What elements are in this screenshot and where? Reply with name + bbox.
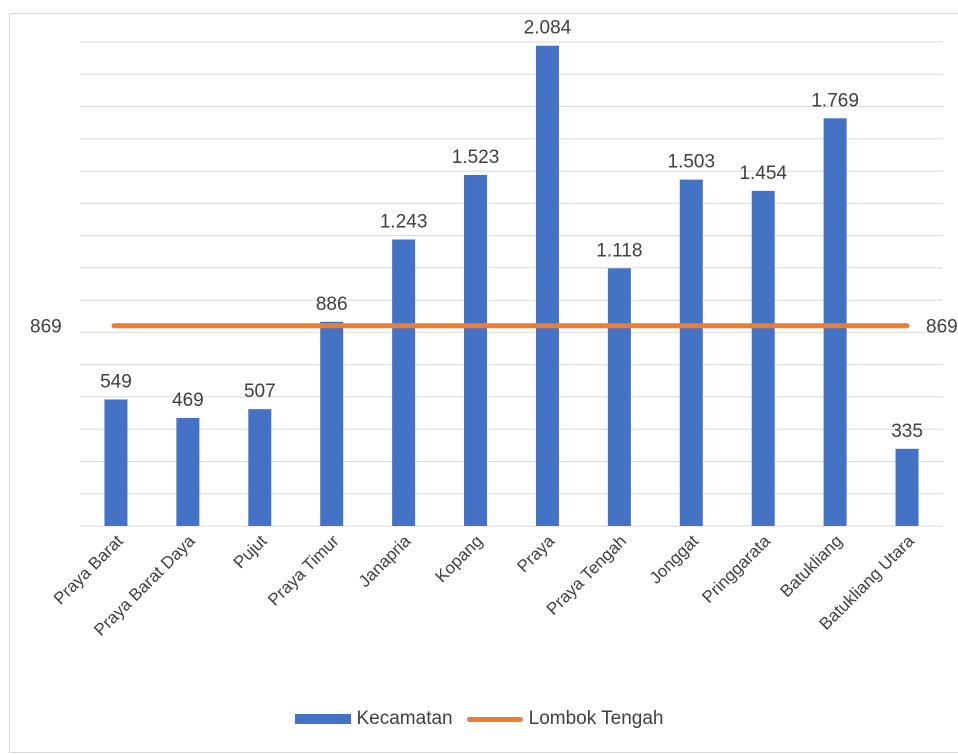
category-label: Kopang [431, 531, 486, 586]
bar [535, 45, 559, 526]
bar-value-label: 1.769 [811, 90, 859, 111]
category-label: Praya Barat [50, 531, 127, 608]
bar [392, 239, 416, 526]
legend: Kecamatan Lombok Tengah [0, 708, 958, 730]
average-line-label-right: 869 [926, 317, 958, 338]
legend-item-bar: Kecamatan [294, 708, 453, 730]
bar [823, 118, 847, 526]
legend-label-line: Lombok Tengah [528, 708, 664, 729]
bar [751, 190, 775, 526]
bar [895, 448, 919, 526]
bar [248, 409, 272, 526]
category-label: Batukliang [776, 531, 846, 601]
bar [607, 268, 631, 526]
bar-value-label: 549 [100, 371, 132, 392]
bar-value-label: 886 [316, 294, 348, 315]
legend-swatch-bar [294, 714, 351, 724]
bar [176, 417, 200, 526]
category-label: Pujut [230, 531, 271, 572]
bar-value-label: 1.454 [739, 163, 787, 184]
category-label: Pringgarata [698, 531, 774, 607]
bar-value-label: 335 [891, 421, 923, 442]
category-label: Jonggat [646, 531, 702, 587]
bar-value-label: 1.118 [596, 240, 642, 261]
bar [104, 399, 128, 526]
category-label: Praya [513, 531, 558, 576]
bar-value-label: 1.503 [668, 152, 716, 173]
bar-value-label: 469 [172, 390, 204, 411]
category-label: Janapria [355, 531, 415, 591]
legend-item-line: Lombok Tengah [466, 708, 664, 730]
bar-value-label: 1.243 [380, 212, 428, 233]
bar [464, 174, 488, 527]
bar [679, 179, 703, 526]
category-label: Praya Timur [264, 531, 342, 609]
legend-swatch-line [466, 716, 523, 722]
bar-value-label: 1.523 [452, 147, 500, 168]
bar [320, 321, 344, 526]
legend-label-bar: Kecamatan [356, 708, 453, 729]
bar-value-label: 2.084 [524, 18, 572, 39]
bar-value-label: 507 [244, 381, 276, 402]
average-line-label-left: 869 [30, 317, 62, 338]
